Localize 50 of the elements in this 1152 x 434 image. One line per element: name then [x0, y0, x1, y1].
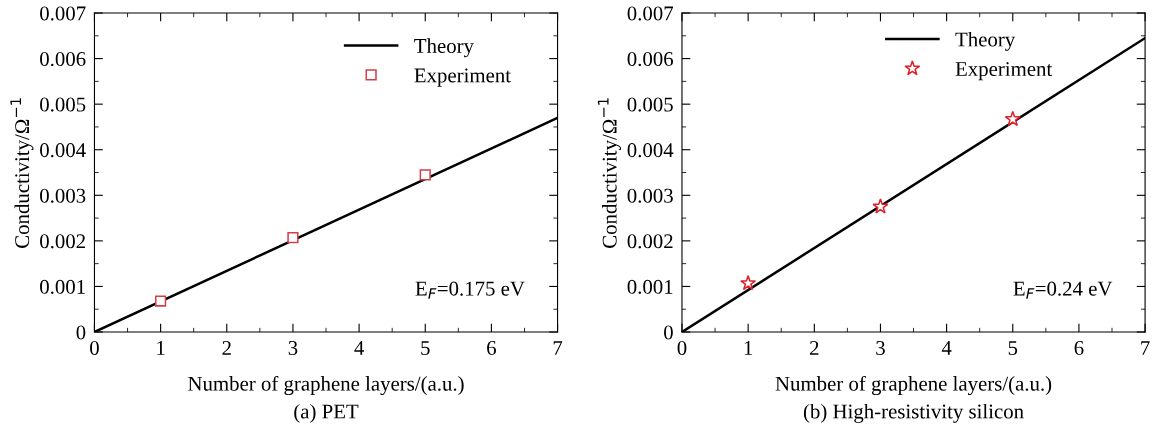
annotation: E$_{F}$=0.24 eV	[1013, 281, 1113, 299]
y-tick-label: 0.002	[40, 234, 85, 249]
y-tick-label: 0.001	[627, 279, 673, 294]
x-tick-label: 5	[421, 341, 430, 355]
y-axis-title: Conductivity/Ω$^{−1}$	[10, 98, 34, 248]
point	[154, 295, 167, 307]
point	[287, 232, 299, 244]
x-tick-label: 4	[941, 341, 952, 355]
x-tick-label: 0	[90, 340, 99, 355]
x-tick-label: 2	[810, 341, 819, 355]
x-tick-label: 6	[1074, 341, 1084, 355]
legend-label: Experiment	[414, 68, 511, 87]
y-tick-label: 0.006	[627, 51, 674, 67]
y-tick-label: 0.006	[40, 51, 86, 67]
x-tick-label: 4	[354, 341, 364, 355]
x-tick-label: 2	[222, 341, 231, 355]
y-tick-label: 0	[664, 325, 673, 340]
text: (a) PET	[294, 403, 359, 423]
point	[872, 198, 889, 214]
annotation: E$_{F}$=0.175 eV	[415, 281, 525, 299]
y-tick-label: 0.001	[40, 279, 85, 294]
y-tick-label: 0.007	[40, 6, 86, 21]
point	[740, 274, 757, 291]
point	[419, 169, 431, 181]
x-tick-label: 0	[677, 340, 687, 355]
legend-label: Theory	[955, 31, 1016, 51]
x-tick-label: 7	[553, 341, 563, 355]
x-tick-label: 1	[744, 341, 753, 355]
y-tick-label: 0.002	[627, 234, 673, 249]
y-tick-label: 0.007	[627, 6, 674, 21]
x-tick-label: 3	[876, 341, 885, 355]
point	[1004, 110, 1021, 127]
y-tick-label: 0.003	[40, 188, 86, 203]
y-axis-title: Conductivity/Ω$^{−1}$	[597, 98, 621, 248]
text: (b) High-resistivity silicon	[803, 403, 1024, 423]
x-tick-label: 5	[1008, 341, 1018, 355]
y-tick-label: 0	[76, 325, 86, 340]
legend-label: Experiment	[955, 62, 1053, 81]
x-tick-label: 7	[1141, 341, 1150, 355]
legend-label: Theory	[414, 38, 474, 58]
x-tick-label: 6	[487, 341, 496, 355]
y-tick-label: 0.003	[627, 188, 673, 203]
y-tick-label: 0.005	[627, 97, 673, 112]
y-tick-label: 0.004	[40, 143, 86, 158]
x-tick-label: 1	[157, 341, 165, 355]
x-tick-label: 3	[288, 341, 298, 355]
x-axis-title: Number of graphene layers/(a.u.)	[775, 375, 1052, 396]
y-tick-label: 0.005	[40, 97, 86, 112]
x-axis-title: Number of graphene layers/(a.u.)	[188, 375, 464, 396]
y-tick-label: 0.004	[627, 143, 674, 158]
